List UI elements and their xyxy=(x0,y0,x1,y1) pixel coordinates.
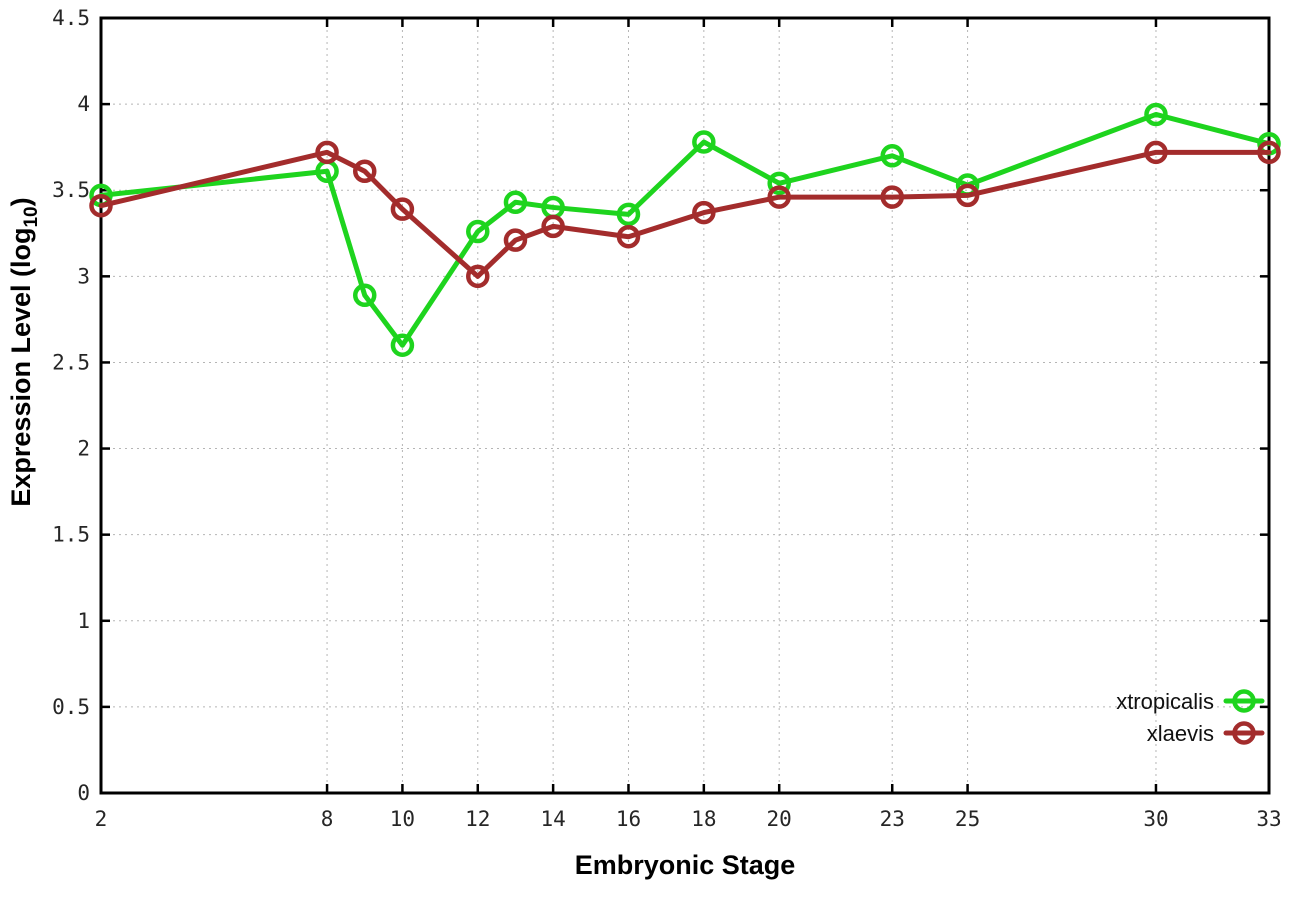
legend-sample-marker-xtropicalis xyxy=(1232,689,1256,713)
y-tick-label: 1.5 xyxy=(52,523,90,547)
x-tick-label: 20 xyxy=(767,807,792,831)
y-tick-label: 3 xyxy=(77,264,90,288)
y-tick-label: 0.5 xyxy=(52,695,90,719)
data-point-xtropicalis xyxy=(1144,102,1168,127)
y-axis-title: Expression Level (log10) xyxy=(6,197,42,506)
x-tick-label: 16 xyxy=(616,807,641,831)
data-point-xtropicalis xyxy=(880,144,904,168)
y-tick-label: 0 xyxy=(77,781,90,805)
data-point-xlaevis xyxy=(616,224,641,249)
x-tick-label: 8 xyxy=(321,807,334,831)
x-tick-label: 33 xyxy=(1256,807,1281,831)
x-tick-label: 14 xyxy=(540,807,565,831)
data-point-xtropicalis xyxy=(466,219,490,244)
data-point-xtropicalis xyxy=(767,171,791,196)
data-point-xtropicalis xyxy=(503,190,528,215)
x-tick-label: 12 xyxy=(465,807,490,831)
x-tick-label: 10 xyxy=(390,807,415,831)
x-axis-title: Embryonic Stage xyxy=(575,850,796,880)
x-tick-label: 25 xyxy=(955,807,980,831)
data-point-xlaevis xyxy=(1144,140,1168,165)
data-point-xlaevis xyxy=(352,159,377,184)
data-point-xlaevis xyxy=(767,185,791,209)
data-point-xtropicalis xyxy=(390,333,415,357)
x-tick-label: 2 xyxy=(95,807,108,831)
x-tick-label: 23 xyxy=(880,807,905,831)
x-tick-label: 30 xyxy=(1143,807,1168,831)
data-point-xtropicalis xyxy=(616,202,641,227)
data-point-xlaevis xyxy=(466,264,490,289)
y-tick-label: 1 xyxy=(77,609,90,633)
y-tick-label: 2.5 xyxy=(52,350,90,374)
legend-sample-marker-xlaevis xyxy=(1232,721,1256,745)
data-point-xlaevis xyxy=(89,193,113,218)
data-point-xlaevis xyxy=(1257,140,1281,165)
y-tick-label: 4 xyxy=(77,92,90,116)
y-tick-label: 2 xyxy=(77,437,90,461)
data-point-xlaevis xyxy=(692,200,716,225)
data-point-xlaevis xyxy=(955,183,980,208)
data-point-xlaevis xyxy=(880,185,904,209)
plot-border xyxy=(99,16,1271,795)
data-point-xtropicalis xyxy=(352,283,377,308)
y-tick-label: 3.5 xyxy=(52,178,90,202)
data-point-xlaevis xyxy=(503,228,528,252)
x-tick-label: 18 xyxy=(691,807,716,831)
data-point-xlaevis xyxy=(541,214,565,239)
data-point-xlaevis xyxy=(390,197,415,221)
data-point-xtropicalis xyxy=(692,130,716,154)
series-line-xlaevis xyxy=(98,149,1272,279)
y-tick-label: 4.5 xyxy=(52,6,90,30)
data-point-xlaevis xyxy=(315,140,339,165)
series-line-xtropicalis xyxy=(98,111,1272,348)
legend-label-xlaevis: xlaevis xyxy=(1147,721,1214,746)
legend-label-xtropicalis: xtropicalis xyxy=(1116,689,1214,714)
